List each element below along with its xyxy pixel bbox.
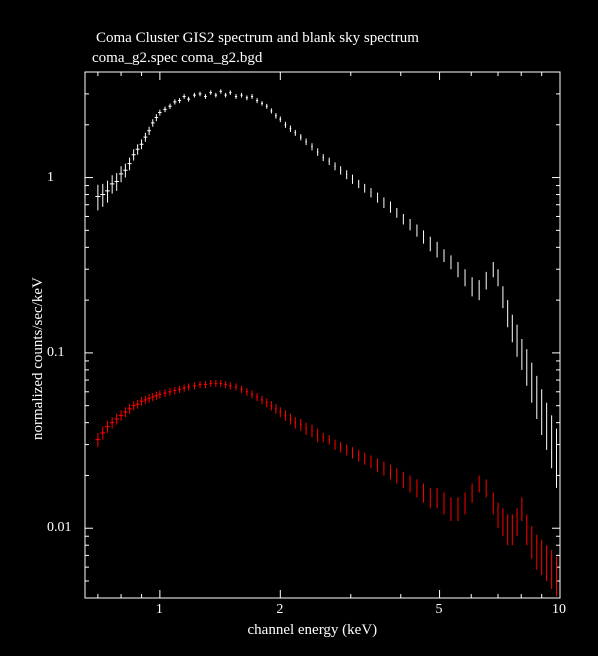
tick-label: 5 bbox=[436, 602, 443, 618]
tick-label: 0.1 bbox=[47, 345, 65, 361]
tick-label: 0.01 bbox=[47, 520, 72, 536]
chart-svg bbox=[0, 0, 598, 656]
series-coma_g2.spec bbox=[95, 89, 556, 488]
chart-container: { "meta": { "width": 598, "height": 656,… bbox=[0, 0, 598, 656]
series-coma_g2.bgd bbox=[95, 380, 556, 596]
tick-label: 10 bbox=[552, 602, 566, 618]
tick-label: 1 bbox=[47, 170, 54, 186]
tick-label: 2 bbox=[276, 602, 283, 618]
tick-label: 1 bbox=[156, 602, 163, 618]
